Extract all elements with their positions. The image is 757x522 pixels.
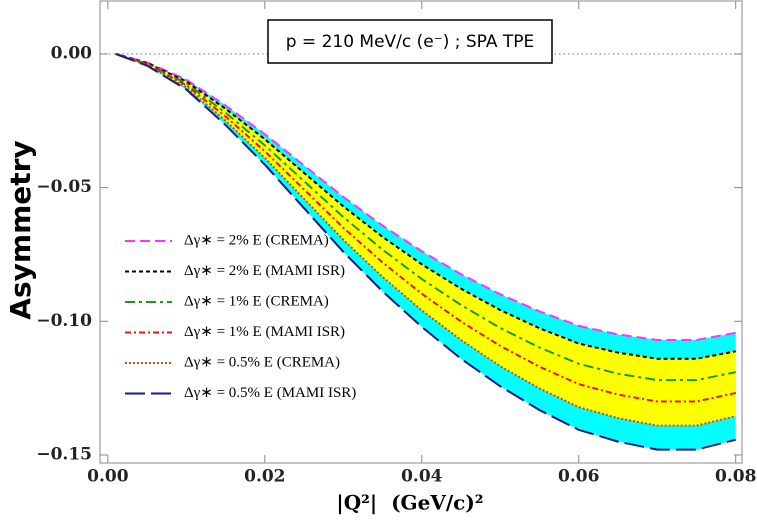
series-line — [115, 52, 736, 342]
annotation: p = 210 MeV/c (e⁻) ; SPA TPE — [286, 32, 535, 52]
legend-label: Δγ∗ = 0.5% E (CREMA) — [184, 354, 340, 370]
x-tick-label: 0.04 — [401, 467, 443, 487]
inner-band — [115, 53, 736, 426]
series-line — [115, 52, 736, 403]
x-tick-label: 0.00 — [87, 467, 129, 487]
legend-label: Δγ∗ = 2% E (MAMI ISR) — [184, 263, 345, 279]
x-tick-label: 0.08 — [715, 467, 756, 487]
legend-label: Δγ∗ = 1% E (MAMI ISR) — [184, 324, 345, 340]
legend-label: Δγ∗ = 2% E (CREMA) — [184, 232, 329, 248]
y-tick-label: 0.00 — [51, 43, 93, 63]
x-tick-label: 0.02 — [244, 467, 285, 487]
y-tick-label: −0.05 — [36, 177, 92, 197]
annotation-box — [267, 19, 553, 64]
legend-label: Δγ∗ = 0.5% E (MAMI ISR) — [184, 385, 356, 401]
series-line — [115, 52, 736, 382]
series-line — [115, 52, 736, 427]
x-tick-label: 0.06 — [558, 467, 599, 487]
y-tick-label: −0.10 — [36, 311, 92, 331]
series-line — [115, 53, 736, 451]
y-tick-label: −0.15 — [36, 444, 92, 464]
y-axis-label: Asymmetry — [4, 140, 37, 319]
legend-label: Δγ∗ = 1% E (CREMA) — [184, 293, 329, 309]
x-axis-label: |Q²| (GeV/c)² — [336, 491, 483, 515]
series-line — [115, 52, 736, 360]
plot-frame — [99, 0, 743, 464]
